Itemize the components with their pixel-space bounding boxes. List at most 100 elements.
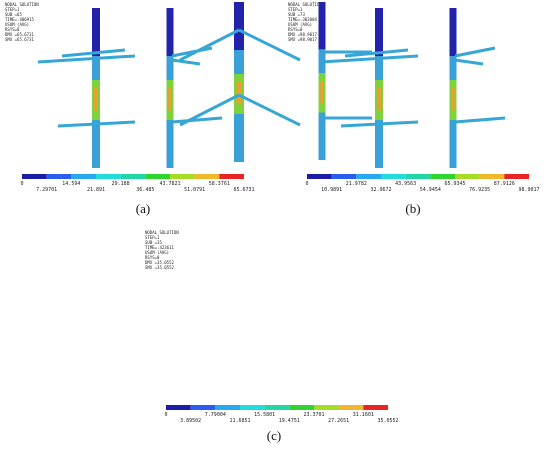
- colorbar-label: 7.79004: [205, 412, 226, 418]
- colorbar-segment: [190, 405, 216, 410]
- header-line: STEP=1: [5, 7, 20, 12]
- colorbar-label: 0: [164, 412, 167, 418]
- hot-core: [451, 88, 455, 111]
- colorbar-label: 27.2651: [328, 418, 349, 424]
- colorbar-label: 10.9891: [321, 187, 342, 193]
- brace: [57, 120, 136, 128]
- colorbar-segment: [166, 405, 191, 410]
- header-line: USUM (AVG): [288, 22, 312, 27]
- colorbar-segment: [338, 405, 364, 410]
- header-line: SMX =35.0552: [145, 265, 174, 270]
- colorbar-segment: [356, 174, 381, 179]
- colorbar-segment: [170, 174, 195, 179]
- column-top: [449, 8, 457, 56]
- colorbar-segment: [430, 174, 455, 179]
- header-line: NODAL SOLUTION: [5, 2, 39, 7]
- colorbar-segment: [219, 174, 244, 179]
- colorbar-label: 58.3761: [209, 181, 230, 187]
- colorbar-segment: [405, 174, 431, 179]
- brace: [238, 93, 301, 127]
- column-top: [375, 8, 383, 56]
- column-top: [166, 8, 174, 56]
- colorbar-label: 0: [305, 181, 308, 187]
- hot-core: [377, 88, 381, 111]
- colorbar-label: 51.0791: [184, 187, 205, 193]
- header-line: RSYS=0: [145, 255, 160, 260]
- brace: [344, 48, 409, 58]
- brace: [171, 58, 201, 66]
- header-line: NODAL SOLUTION: [288, 2, 322, 7]
- colorbar-segment: [479, 174, 505, 179]
- colorbar-label: 43.7821: [159, 181, 180, 187]
- colorbar-segment: [307, 174, 332, 179]
- header-line: DMX =35.0552: [145, 260, 174, 265]
- colorbar-label: 31.1601: [353, 412, 374, 418]
- caption: (a): [136, 201, 150, 216]
- colorbar-segment: [120, 174, 146, 179]
- colorbar-segment: [289, 405, 314, 410]
- header-line: NODAL SOLUTION: [145, 230, 179, 235]
- colorbar-label: 65.9345: [444, 181, 465, 187]
- header-line: DMX =98.9017: [288, 32, 317, 37]
- hot-core: [168, 88, 172, 111]
- hot-core: [94, 88, 98, 111]
- colorbar-segment: [194, 174, 220, 179]
- brace: [454, 46, 496, 58]
- colorbar-label: 32.9672: [370, 187, 391, 193]
- header-line: SUB =73: [288, 12, 305, 17]
- colorbar-segment: [363, 405, 388, 410]
- colorbar-label: 14.594: [62, 181, 80, 187]
- colorbar-segment: [455, 174, 480, 179]
- column-top: [234, 2, 244, 50]
- hot-core: [320, 81, 324, 104]
- colorbar-label: 35.0552: [377, 418, 398, 424]
- colorbar-segment: [145, 174, 170, 179]
- colorbar-label: 87.9126: [494, 181, 515, 187]
- header-line: SUB =65: [5, 12, 22, 17]
- header-line: TIME=.302004: [288, 17, 317, 22]
- colorbar-label: 11.6851: [229, 418, 250, 424]
- colorbar-segment: [96, 174, 121, 179]
- header-line: STEP=1: [288, 7, 303, 12]
- colorbar-segment: [71, 174, 96, 179]
- colorbar-segment: [314, 405, 339, 410]
- header-line: STEP=1: [145, 235, 160, 240]
- brace: [61, 48, 126, 58]
- colorbar-segment: [215, 405, 240, 410]
- colorbar-label: 21.9782: [346, 181, 367, 187]
- colorbar-label: 21.891: [87, 187, 105, 193]
- colorbar-label: 98.9017: [518, 187, 539, 193]
- header-line: SUB =35: [145, 240, 162, 245]
- brace: [340, 120, 419, 128]
- header-line: SMX =98.9017: [288, 37, 317, 42]
- colorbar-segment: [240, 405, 265, 410]
- hot-core: [236, 82, 242, 105]
- brace: [179, 93, 240, 127]
- colorbar-segment: [331, 174, 357, 179]
- colorbar-label: 65.6731: [233, 187, 254, 193]
- brace: [171, 116, 223, 124]
- colorbar-segment: [504, 174, 529, 179]
- header-line: SMX =65.6731: [5, 37, 34, 42]
- brace: [238, 28, 301, 62]
- column-top: [318, 2, 326, 50]
- header-line: RSYS=0: [288, 27, 303, 32]
- colorbar-label: 7.29701: [36, 187, 57, 193]
- header-line: RSYS=0: [5, 27, 20, 32]
- colorbar-segment: [264, 405, 290, 410]
- colorbar-segment: [46, 174, 72, 179]
- colorbar-segment: [381, 174, 406, 179]
- brace: [37, 54, 136, 64]
- header-line: TIME=.406915: [5, 17, 34, 22]
- colorbar-label: 19.4751: [279, 418, 300, 424]
- brace: [320, 54, 419, 64]
- colorbar-segment: [22, 174, 47, 179]
- colorbar-label: 29.188: [112, 181, 130, 187]
- colorbar-label: 15.5801: [254, 412, 275, 418]
- colorbar-label: 54.9454: [420, 187, 441, 193]
- caption: (b): [405, 201, 420, 216]
